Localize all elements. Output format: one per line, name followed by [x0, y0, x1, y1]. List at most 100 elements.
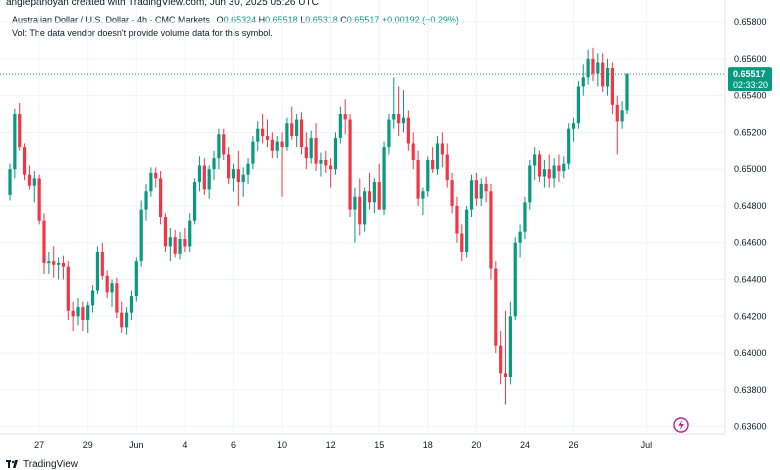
candle-body [173, 237, 177, 254]
candle-body [426, 159, 430, 192]
lightning-icon[interactable] [673, 417, 689, 433]
low-label: L [300, 15, 306, 25]
y-tick-label: 0.65600 [734, 54, 767, 64]
candle [601, 53, 605, 92]
candle-body [508, 316, 512, 377]
candle [586, 49, 590, 85]
candle-body [469, 180, 474, 210]
candle-body [571, 123, 576, 129]
candle [178, 231, 182, 260]
candle-body [562, 163, 566, 172]
last-price-label: 0.65517 [733, 69, 766, 79]
candle-body [586, 58, 590, 78]
candle [513, 237, 517, 320]
close-label: C [340, 15, 347, 25]
candle [528, 159, 532, 210]
candle-body [537, 154, 542, 177]
countdown-label: 02:33:20 [733, 80, 768, 90]
candle-body [22, 147, 27, 175]
candle-body [533, 154, 537, 166]
candle [392, 77, 396, 129]
candle-body [610, 68, 614, 105]
candle-body [290, 123, 294, 137]
candle [571, 117, 576, 142]
x-tick-label: 4 [182, 440, 187, 450]
candle [173, 229, 177, 258]
symbol-label[interactable]: Australian Dollar / U.S. Dollar · 4h · C… [12, 15, 211, 25]
candle [591, 47, 595, 81]
candle [615, 95, 619, 155]
candle-body [431, 159, 435, 170]
candle-body [329, 165, 333, 170]
candle [13, 108, 17, 179]
candle-body [382, 147, 386, 210]
candle [411, 132, 415, 170]
candle [353, 187, 357, 243]
candle-body [445, 154, 449, 181]
candle-body [377, 182, 381, 210]
candle-body [236, 169, 240, 183]
candle-body [251, 141, 255, 164]
candle [105, 270, 109, 298]
candle [154, 167, 158, 188]
candle [479, 178, 483, 206]
candle-body [105, 275, 109, 293]
candle [251, 136, 255, 170]
candle [494, 261, 498, 354]
candle [377, 163, 381, 210]
candle [309, 130, 313, 164]
candle-body [188, 220, 192, 247]
candle [537, 150, 542, 183]
candle-body [552, 165, 556, 179]
candle [236, 150, 240, 206]
candle-body [124, 312, 129, 328]
candle [450, 172, 454, 214]
candle [484, 176, 488, 203]
chart-legend: Australian Dollar / U.S. Dollar · 4h · C… [12, 15, 459, 25]
x-tick-label: Jul [641, 440, 653, 450]
candle [270, 132, 274, 159]
candle-body [324, 159, 328, 166]
candle [144, 183, 148, 221]
candle [139, 200, 143, 267]
candle-body [547, 169, 551, 179]
candle-body [212, 158, 216, 170]
candle [197, 156, 202, 192]
candle-body [411, 143, 415, 160]
candle-body [139, 209, 143, 262]
candle-body [207, 169, 211, 190]
candle [129, 290, 134, 320]
candle-body [397, 114, 401, 124]
candle [280, 132, 284, 197]
candle-body [241, 174, 245, 183]
candle-body [343, 114, 347, 120]
candle [610, 62, 614, 115]
candle [149, 167, 153, 197]
candle [620, 101, 624, 129]
candle-body [309, 137, 313, 159]
candle [227, 147, 231, 184]
candle-body [542, 169, 546, 177]
candle [295, 114, 299, 148]
candle [285, 117, 289, 151]
candle [37, 174, 41, 225]
candle-body [27, 174, 32, 186]
candle-body [202, 165, 206, 190]
candle-body [392, 114, 396, 120]
candle-body [295, 119, 299, 137]
candle-body [120, 312, 124, 328]
x-tick-label: 12 [326, 440, 336, 450]
candle-body [275, 141, 279, 151]
candle-body [513, 242, 517, 317]
candle-body [358, 196, 362, 225]
candle-body [435, 143, 440, 170]
candle [256, 121, 260, 151]
x-tick-label: 10 [277, 440, 287, 450]
candle [465, 205, 469, 258]
candle-body [222, 134, 226, 155]
candle [217, 128, 221, 170]
y-tick-label: 0.63800 [734, 385, 767, 395]
candle-body [401, 117, 406, 124]
y-tick-label: 0.64400 [734, 275, 767, 285]
